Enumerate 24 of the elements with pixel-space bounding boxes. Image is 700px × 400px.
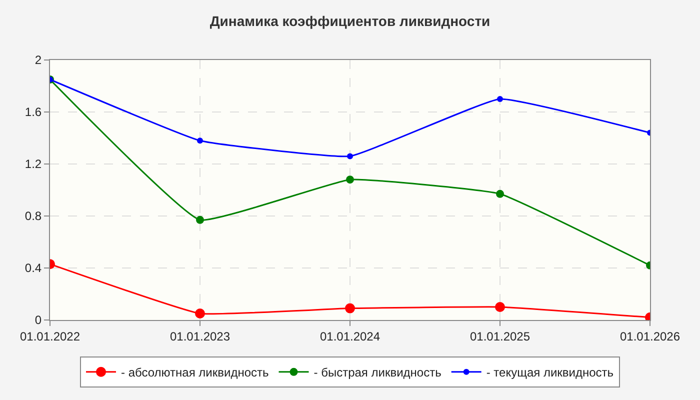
y-tick-label: 0.4 bbox=[24, 261, 42, 276]
point bbox=[345, 303, 355, 314]
y-tick-label: 0 bbox=[34, 313, 42, 328]
point bbox=[197, 138, 203, 144]
legend-label: - текущая ликвидность bbox=[486, 366, 614, 380]
x-tick-label: 01.01.2024 bbox=[320, 329, 380, 344]
x-tick-label: 01.01.2025 bbox=[470, 329, 530, 344]
point bbox=[495, 302, 505, 312]
point bbox=[497, 96, 503, 102]
point bbox=[496, 190, 504, 198]
point bbox=[347, 153, 353, 160]
legend-label: - абсолютная ликвидность bbox=[121, 366, 269, 380]
x-tick-label: 01.01.2023 bbox=[170, 329, 230, 344]
point bbox=[195, 308, 205, 318]
legend-label: - быстрая ликвидность bbox=[314, 366, 442, 380]
point bbox=[346, 176, 354, 184]
chart-title: Динамика коэффициентов ликвидности bbox=[210, 12, 490, 29]
point bbox=[196, 216, 204, 224]
x-tick-label: 01.01.2026 bbox=[620, 329, 680, 344]
y-tick-label: 2 bbox=[34, 53, 42, 68]
y-tick-label: 1.6 bbox=[24, 105, 42, 120]
y-tick-label: 0.8 bbox=[24, 209, 42, 224]
y-tick-label: 1.2 bbox=[24, 157, 42, 172]
x-tick-label: 01.01.2022 bbox=[20, 329, 80, 344]
